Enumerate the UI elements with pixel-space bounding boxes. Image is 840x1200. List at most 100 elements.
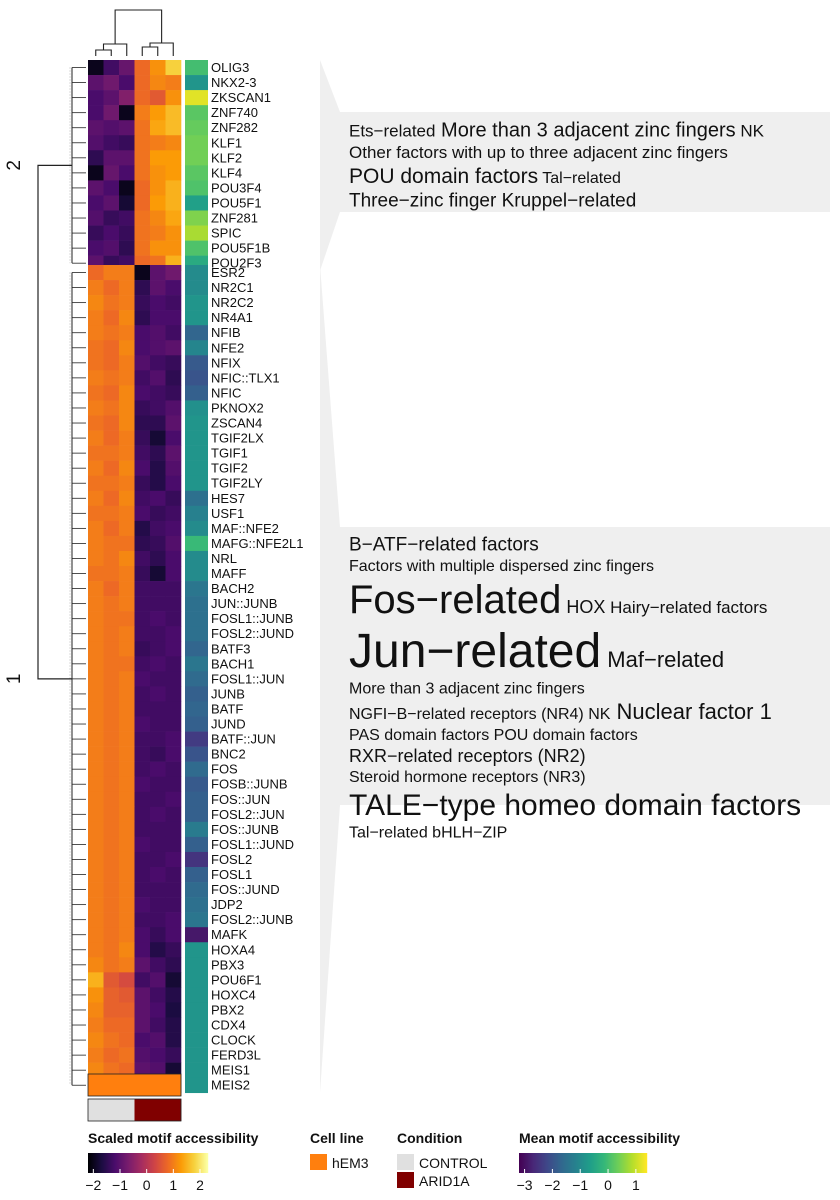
- legend-swatch: [623, 1153, 625, 1173]
- wordcloud-line: B−ATF−related factors: [349, 534, 539, 555]
- row-label: NFIC: [211, 385, 241, 400]
- heat-cell: [103, 957, 120, 973]
- heat-cell: [119, 295, 135, 311]
- wordcloud-term: TALE−type homeo domain factors: [349, 789, 801, 822]
- heat-cell: [150, 60, 166, 76]
- heat-cell: [165, 135, 182, 151]
- legend-swatch: [172, 1153, 174, 1173]
- legend-swatch: [175, 1153, 177, 1173]
- heat-cell: [103, 295, 120, 311]
- heat-cell: [134, 821, 151, 838]
- heat-cell: [134, 686, 151, 702]
- heat-cell: [119, 987, 135, 1003]
- row-label: PBX2: [211, 1002, 244, 1017]
- heat-cell: [88, 611, 104, 627]
- heat-cell: [165, 505, 182, 522]
- heat-cell: [165, 310, 182, 326]
- wordcloud-box: [340, 527, 830, 805]
- row-label: HOXA4: [211, 942, 255, 957]
- cell-line-cell: [119, 1074, 135, 1096]
- heat-cell: [88, 105, 104, 121]
- legend-swatch: [150, 1153, 152, 1173]
- heat-cell: [103, 987, 120, 1003]
- heat-cell: [165, 942, 182, 958]
- legend-swatch: [560, 1153, 562, 1173]
- heat-cell: [103, 791, 120, 808]
- condition-cell: [103, 1099, 120, 1121]
- heat-cell: [134, 882, 151, 898]
- legend-swatch: [575, 1153, 577, 1173]
- mean-cell: [185, 475, 208, 492]
- heat-cell: [88, 566, 104, 582]
- mean-cell: [185, 746, 208, 762]
- legend-swatch: [561, 1153, 563, 1173]
- legend-swatch: [130, 1153, 132, 1173]
- legend-swatch: [144, 1153, 146, 1173]
- legend-swatch: [642, 1153, 644, 1173]
- heat-cell: [150, 550, 166, 567]
- row-dendrogram: [37, 67, 86, 1086]
- heat-cell: [165, 596, 182, 612]
- mean-cell: [185, 806, 208, 823]
- heat-cell: [134, 165, 151, 181]
- heat-cell: [119, 851, 135, 868]
- legend-swatch: [584, 1153, 586, 1173]
- mean-cell: [185, 550, 208, 567]
- legend-swatch: [177, 1153, 179, 1173]
- legend-swatch: [95, 1153, 97, 1173]
- legend-swatch: [551, 1153, 553, 1173]
- legend-tick-label: 2: [196, 1177, 204, 1193]
- legend-swatch: [158, 1153, 160, 1173]
- heat-cell: [119, 225, 135, 241]
- legend-swatch: [93, 1153, 95, 1173]
- row-label: MAFG::NFE2L1: [211, 536, 303, 551]
- legend-swatch: [538, 1153, 540, 1173]
- legend-swatch: [531, 1153, 533, 1173]
- heat-cell: [165, 806, 182, 823]
- heat-cell: [165, 656, 182, 672]
- heat-cell: [103, 210, 120, 226]
- mean-accessibility-annotation: [185, 60, 208, 1094]
- heat-cell: [165, 821, 182, 838]
- wordcloud-line: Three−zinc finger Kruppel−related: [349, 190, 636, 211]
- legend-swatch: [557, 1153, 559, 1173]
- heat-cell: [150, 445, 166, 461]
- legend-swatch: [124, 1153, 126, 1173]
- row-label: NFE2: [211, 340, 244, 355]
- row-label: HOXC4: [211, 987, 256, 1002]
- column-dendrogram: [95, 9, 174, 56]
- heat-cell: [150, 325, 166, 341]
- heat-cell: [165, 987, 182, 1003]
- mean-cell: [185, 90, 208, 106]
- legend-swatch: [88, 1153, 90, 1173]
- legend-swatch: [597, 1153, 599, 1173]
- mean-cell: [185, 280, 208, 296]
- heat-cell: [88, 475, 104, 492]
- mean-cell: [185, 581, 208, 597]
- heat-cell: [134, 596, 151, 612]
- legend-swatch: [102, 1153, 104, 1173]
- heat-cell: [119, 596, 135, 612]
- mean-cell: [185, 135, 208, 151]
- heat-cell: [134, 671, 151, 687]
- legend-swatch: [628, 1153, 630, 1173]
- legend-swatch: [127, 1153, 129, 1173]
- heat-cell: [134, 400, 151, 416]
- heat-cell: [150, 927, 166, 943]
- legend-swatch: [527, 1153, 529, 1173]
- heat-cell: [103, 671, 120, 687]
- wordcloud-line: RXR−related receptors (NR2): [349, 746, 586, 766]
- mean-cell: [185, 430, 208, 446]
- wordcloud-line: Steroid hormone receptors (NR3): [349, 769, 586, 786]
- heat-cell: [150, 851, 166, 868]
- legend-swatch: [108, 1153, 110, 1173]
- heat-cell: [165, 75, 182, 91]
- wordcloud-term: HOX: [561, 597, 605, 617]
- heat-cell: [103, 912, 120, 928]
- mean-cell: [185, 60, 208, 76]
- heat-cell: [119, 806, 135, 823]
- heat-cell: [150, 656, 166, 672]
- legend-swatch: [187, 1153, 189, 1173]
- heat-cell: [134, 656, 151, 672]
- legend-swatch: [637, 1153, 639, 1173]
